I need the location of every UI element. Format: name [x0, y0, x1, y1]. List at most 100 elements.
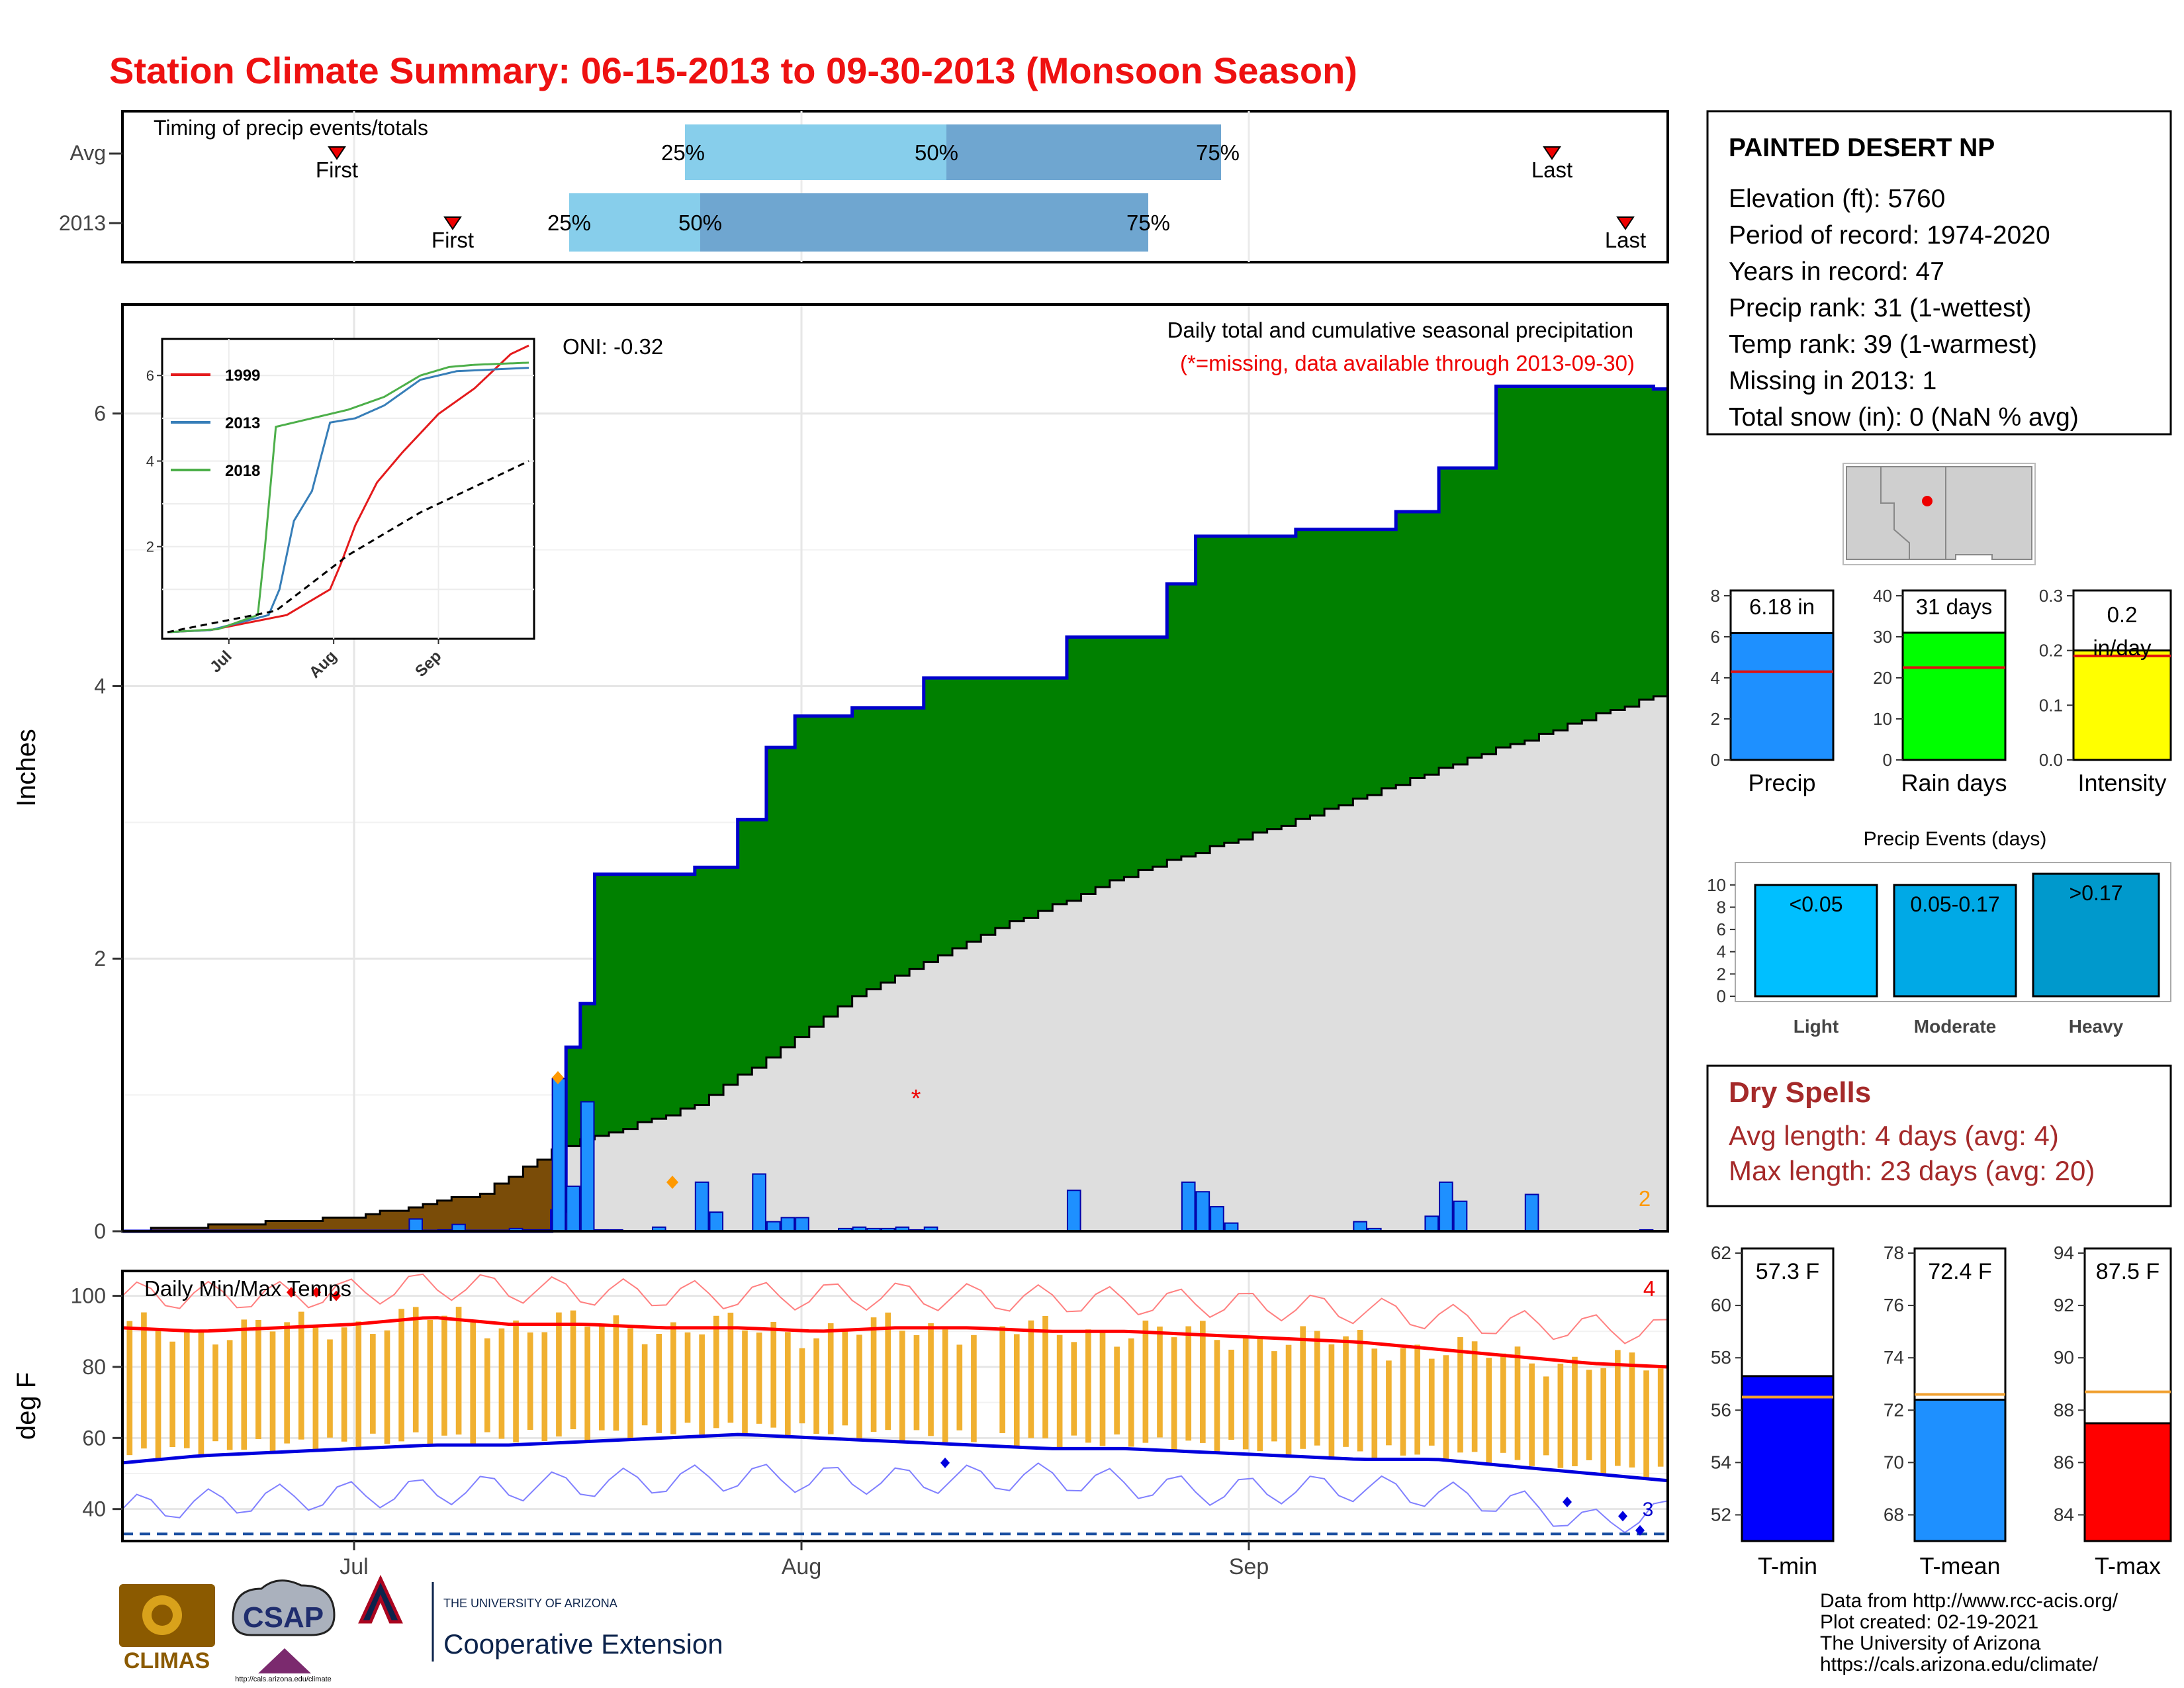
y-tick-label: 0 — [94, 1219, 106, 1243]
daily-temp-range-bar — [255, 1319, 261, 1440]
daily-temp-range-bar — [942, 1329, 948, 1442]
daily-temp-range-bar — [1457, 1336, 1463, 1453]
avg-first-label: First — [316, 158, 358, 182]
daily-temp-range-bar — [441, 1315, 447, 1436]
mini-bar-tick-label: 0.2 — [2039, 641, 2063, 661]
season-temp-bars: 52 54 56 58 60 62 57.3 F T-min 68 70 72 74 76 78 72.4 … — [1711, 1243, 2172, 1579]
mini-bar-tick-label: 0.1 — [2039, 695, 2063, 715]
corner-count: 2 — [1639, 1186, 1651, 1211]
avg-first-marker-icon — [328, 146, 346, 160]
mini-bar-chart: 0 10 20 30 40 31 days Rain days — [1873, 586, 2007, 796]
y-tick-label: 6 — [94, 402, 106, 426]
2013-p50-label: 50% — [678, 211, 722, 235]
precip-events-title: Precip Events (days) — [1864, 828, 2047, 850]
temp-bar-tick-label: 60 — [1711, 1295, 1731, 1315]
x-tick-label: Sep — [1229, 1554, 1269, 1579]
daily-temp-range-bar — [1257, 1336, 1263, 1452]
avg-p75-label: 75% — [1196, 140, 1240, 165]
inset-y-tick-label: 2 — [146, 539, 154, 555]
precip-ylabel: Inches — [12, 729, 41, 807]
temp-count-2: 3 — [1643, 1499, 1654, 1521]
daily-temp-range-bar — [541, 1332, 548, 1441]
events-bar — [2032, 872, 2160, 998]
ua-logo-top: THE UNIVERSITY OF ARIZONA — [443, 1597, 617, 1610]
avg-quartile-bar-25-50 — [685, 124, 946, 180]
station-years: Years in record: 47 — [1729, 258, 1944, 286]
daily-temp-range-bar — [226, 1340, 233, 1450]
daily-precip-bar — [694, 1181, 709, 1232]
temp-bar-tick-label: 70 — [1884, 1452, 1904, 1472]
timing-row-avg-label: Avg — [69, 141, 106, 165]
daily-precip-bar — [580, 1101, 595, 1232]
daily-temp-range-bar — [1128, 1338, 1134, 1447]
daily-temp-range-bar — [169, 1341, 175, 1447]
temp-bar-tick-label: 56 — [1711, 1399, 1731, 1420]
footer-institution: The University of Arizona — [1820, 1632, 2041, 1654]
record-low-marker-icon — [1635, 1524, 1645, 1536]
daily-temp-range-bar — [1529, 1363, 1535, 1466]
daily-temp-range-bar — [684, 1332, 691, 1423]
daily-temp-range-bar — [627, 1328, 633, 1439]
daily-precip-bar — [1066, 1190, 1081, 1233]
temp-bar-tick-label: 76 — [1884, 1295, 1904, 1315]
daily-precip-bar — [1181, 1181, 1196, 1232]
daily-temp-range-bar — [370, 1334, 376, 1434]
daily-temp-range-bar — [355, 1321, 362, 1447]
daily-temp-range-bar — [484, 1338, 490, 1432]
daily-temp-range-bar — [183, 1331, 190, 1448]
inset-legend-label: 2013 — [225, 414, 260, 432]
y-tick-label: 100 — [71, 1284, 106, 1308]
mini-bar-value — [1729, 632, 1835, 761]
record-max-line — [122, 1273, 1668, 1344]
daily-temp-range-bar — [498, 1328, 505, 1439]
daily-temp-range-bar — [1171, 1337, 1177, 1451]
mini-bar-value-label: 6.18 in — [1749, 594, 1815, 619]
daily-temp-range-bar — [1414, 1344, 1420, 1455]
average-cumulative-line — [122, 695, 1668, 1233]
daily-temp-range-bar — [699, 1334, 705, 1435]
daily-temp-range-bar — [885, 1312, 891, 1430]
dry-spells-title: Dry Spells — [1729, 1076, 1871, 1109]
daily-temp-range-bar — [556, 1312, 562, 1437]
temp-bar-tick-label: 62 — [1711, 1243, 1731, 1263]
daily-temp-range-bar — [427, 1319, 433, 1445]
y-tick-label: 2 — [94, 947, 106, 970]
precip-panel: * Inches 0 2 4 6 ONI: -0.32 Daily total and… — [12, 303, 1669, 1243]
daily-temp-range-bar — [527, 1332, 533, 1430]
temp-bar-tick-label: 68 — [1884, 1504, 1904, 1524]
csap-logo-url: http://cals.arizona.edu/climate — [235, 1675, 332, 1683]
mini-bar-tick-label: 0 — [1711, 750, 1720, 770]
daily-temp-range-bar — [1099, 1332, 1106, 1446]
events-tick-label: 6 — [1717, 919, 1726, 939]
csap-logo-text: CSAP — [243, 1601, 324, 1634]
avg-p50-label: 50% — [915, 140, 958, 165]
daily-precip-bar — [780, 1217, 796, 1232]
daily-temp-range-bar — [455, 1307, 462, 1435]
dry-spells-box: Dry Spells Avg length: 4 days (avg: 4) M… — [1706, 1064, 2172, 1207]
temp-bar-tick-label: 74 — [1884, 1347, 1904, 1368]
daily-temp-range-bar — [1357, 1330, 1363, 1452]
state-shape — [1945, 466, 2032, 560]
inset-series-line — [167, 361, 529, 633]
daily-temp-range-bar — [1343, 1336, 1349, 1447]
events-bar — [1893, 884, 2017, 998]
orange-diamond-icon — [552, 1071, 564, 1084]
mini-bar-label: Precip — [1748, 769, 1815, 796]
daily-temp-range-bar — [1328, 1344, 1335, 1458]
daily-precip-bar — [1353, 1221, 1367, 1233]
events-tick-label: 8 — [1717, 897, 1726, 917]
events-bar-label: Moderate — [1914, 1016, 1996, 1037]
daily-temp-range-bar — [1471, 1341, 1478, 1452]
inset-y-tick-label: 4 — [146, 453, 154, 469]
daily-temp-range-bar — [327, 1339, 333, 1438]
daily-temp-range-bar — [1557, 1364, 1564, 1468]
events-bar-value-label: 0.05-0.17 — [1910, 892, 1999, 916]
mini-bar-tick-label: 40 — [1873, 586, 1892, 606]
station-snow: Total snow (in): 0 (NaN % avg) — [1729, 403, 2079, 432]
temp-bar-label: T-max — [2095, 1552, 2161, 1579]
location-map — [1843, 463, 2036, 565]
y-tick-label: 4 — [94, 674, 106, 698]
